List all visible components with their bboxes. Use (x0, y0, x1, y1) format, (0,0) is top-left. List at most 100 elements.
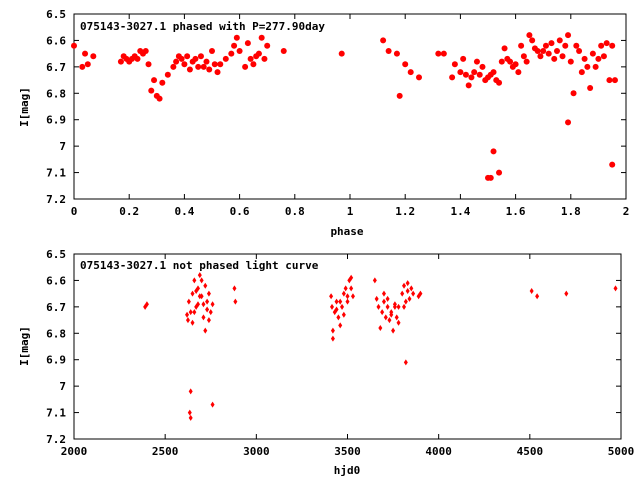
data-point (156, 95, 163, 102)
data-point (233, 34, 240, 41)
data-point (164, 71, 171, 78)
data-point (476, 71, 483, 78)
data-point (186, 66, 193, 73)
data-point (405, 288, 410, 294)
data-point (374, 295, 379, 302)
unphased-plot: 075143-3027.1 not phased light curve hjd… (18, 248, 634, 477)
data-point (255, 50, 262, 57)
data-point (203, 58, 210, 65)
phased-x-tick-label: 1.2 (395, 205, 415, 218)
data-point (490, 69, 497, 76)
data-point (402, 61, 409, 68)
data-point (523, 58, 530, 65)
data-point (565, 32, 572, 39)
data-point (195, 63, 202, 70)
phased-plot-frame (73, 13, 627, 200)
data-point (188, 414, 193, 421)
data-point (402, 303, 407, 310)
data-point (402, 282, 407, 289)
data-point (381, 290, 386, 297)
data-point (264, 42, 271, 49)
unphased-x-tick-label: 2500 (152, 445, 179, 458)
data-point (117, 58, 124, 65)
data-point (595, 55, 602, 62)
data-point (173, 58, 180, 65)
data-point (261, 55, 268, 62)
phased-y-tick-label: 6.9 (46, 114, 66, 127)
data-point (515, 69, 522, 76)
data-point (554, 48, 560, 54)
data-point (222, 55, 229, 62)
data-point (250, 61, 257, 68)
data-point (151, 77, 158, 84)
data-point (330, 335, 335, 342)
data-point (228, 50, 235, 57)
data-point (188, 388, 193, 395)
phased-y-tick-label: 7.1 (46, 167, 66, 180)
phased-x-tick-label: 1 (347, 205, 354, 218)
unphased-x-tick-label: 4000 (425, 445, 452, 458)
data-point (520, 53, 527, 60)
data-point (334, 298, 339, 305)
phased-plot-title: 075143-3027.1 phased with P=277.90day (80, 20, 325, 33)
data-point (411, 290, 416, 297)
data-point (206, 317, 211, 324)
phased-y-tick-label: 7.2 (46, 193, 66, 206)
data-point (206, 66, 213, 73)
data-point (383, 314, 388, 321)
data-point (82, 50, 89, 57)
data-point (394, 314, 399, 321)
data-point (192, 55, 199, 62)
data-point (407, 295, 412, 302)
data-point (338, 50, 345, 57)
data-point (518, 42, 525, 49)
data-point (199, 277, 204, 284)
data-point (349, 274, 354, 281)
data-point (79, 63, 86, 70)
data-point (556, 37, 563, 44)
data-point (134, 55, 141, 62)
unphased-plot-frame (73, 253, 622, 440)
data-point (392, 303, 397, 310)
data-point (600, 53, 607, 60)
phased-data-points (71, 32, 618, 181)
data-point (606, 77, 613, 84)
data-point (529, 288, 534, 294)
data-point (349, 285, 354, 292)
phased-x-tick-label: 0.2 (119, 205, 139, 218)
data-point (576, 48, 583, 54)
data-point (190, 290, 195, 297)
data-point (185, 311, 190, 318)
unphased-axis-ticks: 2000 2500 3000 3500 4000 4500 5000 6.5 6.6 6.7 6.8… (46, 248, 634, 458)
phased-y-tick-label: 6.8 (46, 87, 66, 100)
data-point (90, 53, 97, 60)
data-point (330, 303, 335, 310)
phased-plot: 075143-3027.1 phased with P=277.90day ph… (18, 8, 629, 238)
data-point (468, 74, 475, 81)
phased-y-tick-label: 6.7 (46, 61, 66, 74)
unphased-y-tick-label: 6.5 (46, 248, 66, 261)
data-point (217, 61, 224, 68)
phased-x-tick-label: 2 (623, 205, 630, 218)
data-point (385, 295, 390, 302)
phased-x-tick-label: 0.8 (285, 205, 305, 218)
data-point (210, 301, 215, 308)
data-point (457, 69, 464, 76)
data-point (609, 42, 616, 49)
data-point (387, 317, 392, 324)
phased-x-tick-label: 1.6 (506, 205, 526, 218)
data-point (378, 325, 383, 331)
data-point (341, 290, 346, 297)
phased-x-axis-label: phase (330, 225, 363, 238)
data-point (496, 169, 503, 176)
data-point (208, 309, 213, 316)
data-point (343, 285, 348, 292)
data-point (385, 48, 392, 54)
data-point (501, 45, 508, 52)
data-point (197, 53, 204, 60)
data-point (178, 55, 185, 62)
data-point (578, 69, 585, 76)
phased-x-tick-label: 1.4 (450, 205, 470, 218)
data-point (170, 63, 177, 70)
unphased-y-tick-label: 6.6 (46, 274, 66, 287)
